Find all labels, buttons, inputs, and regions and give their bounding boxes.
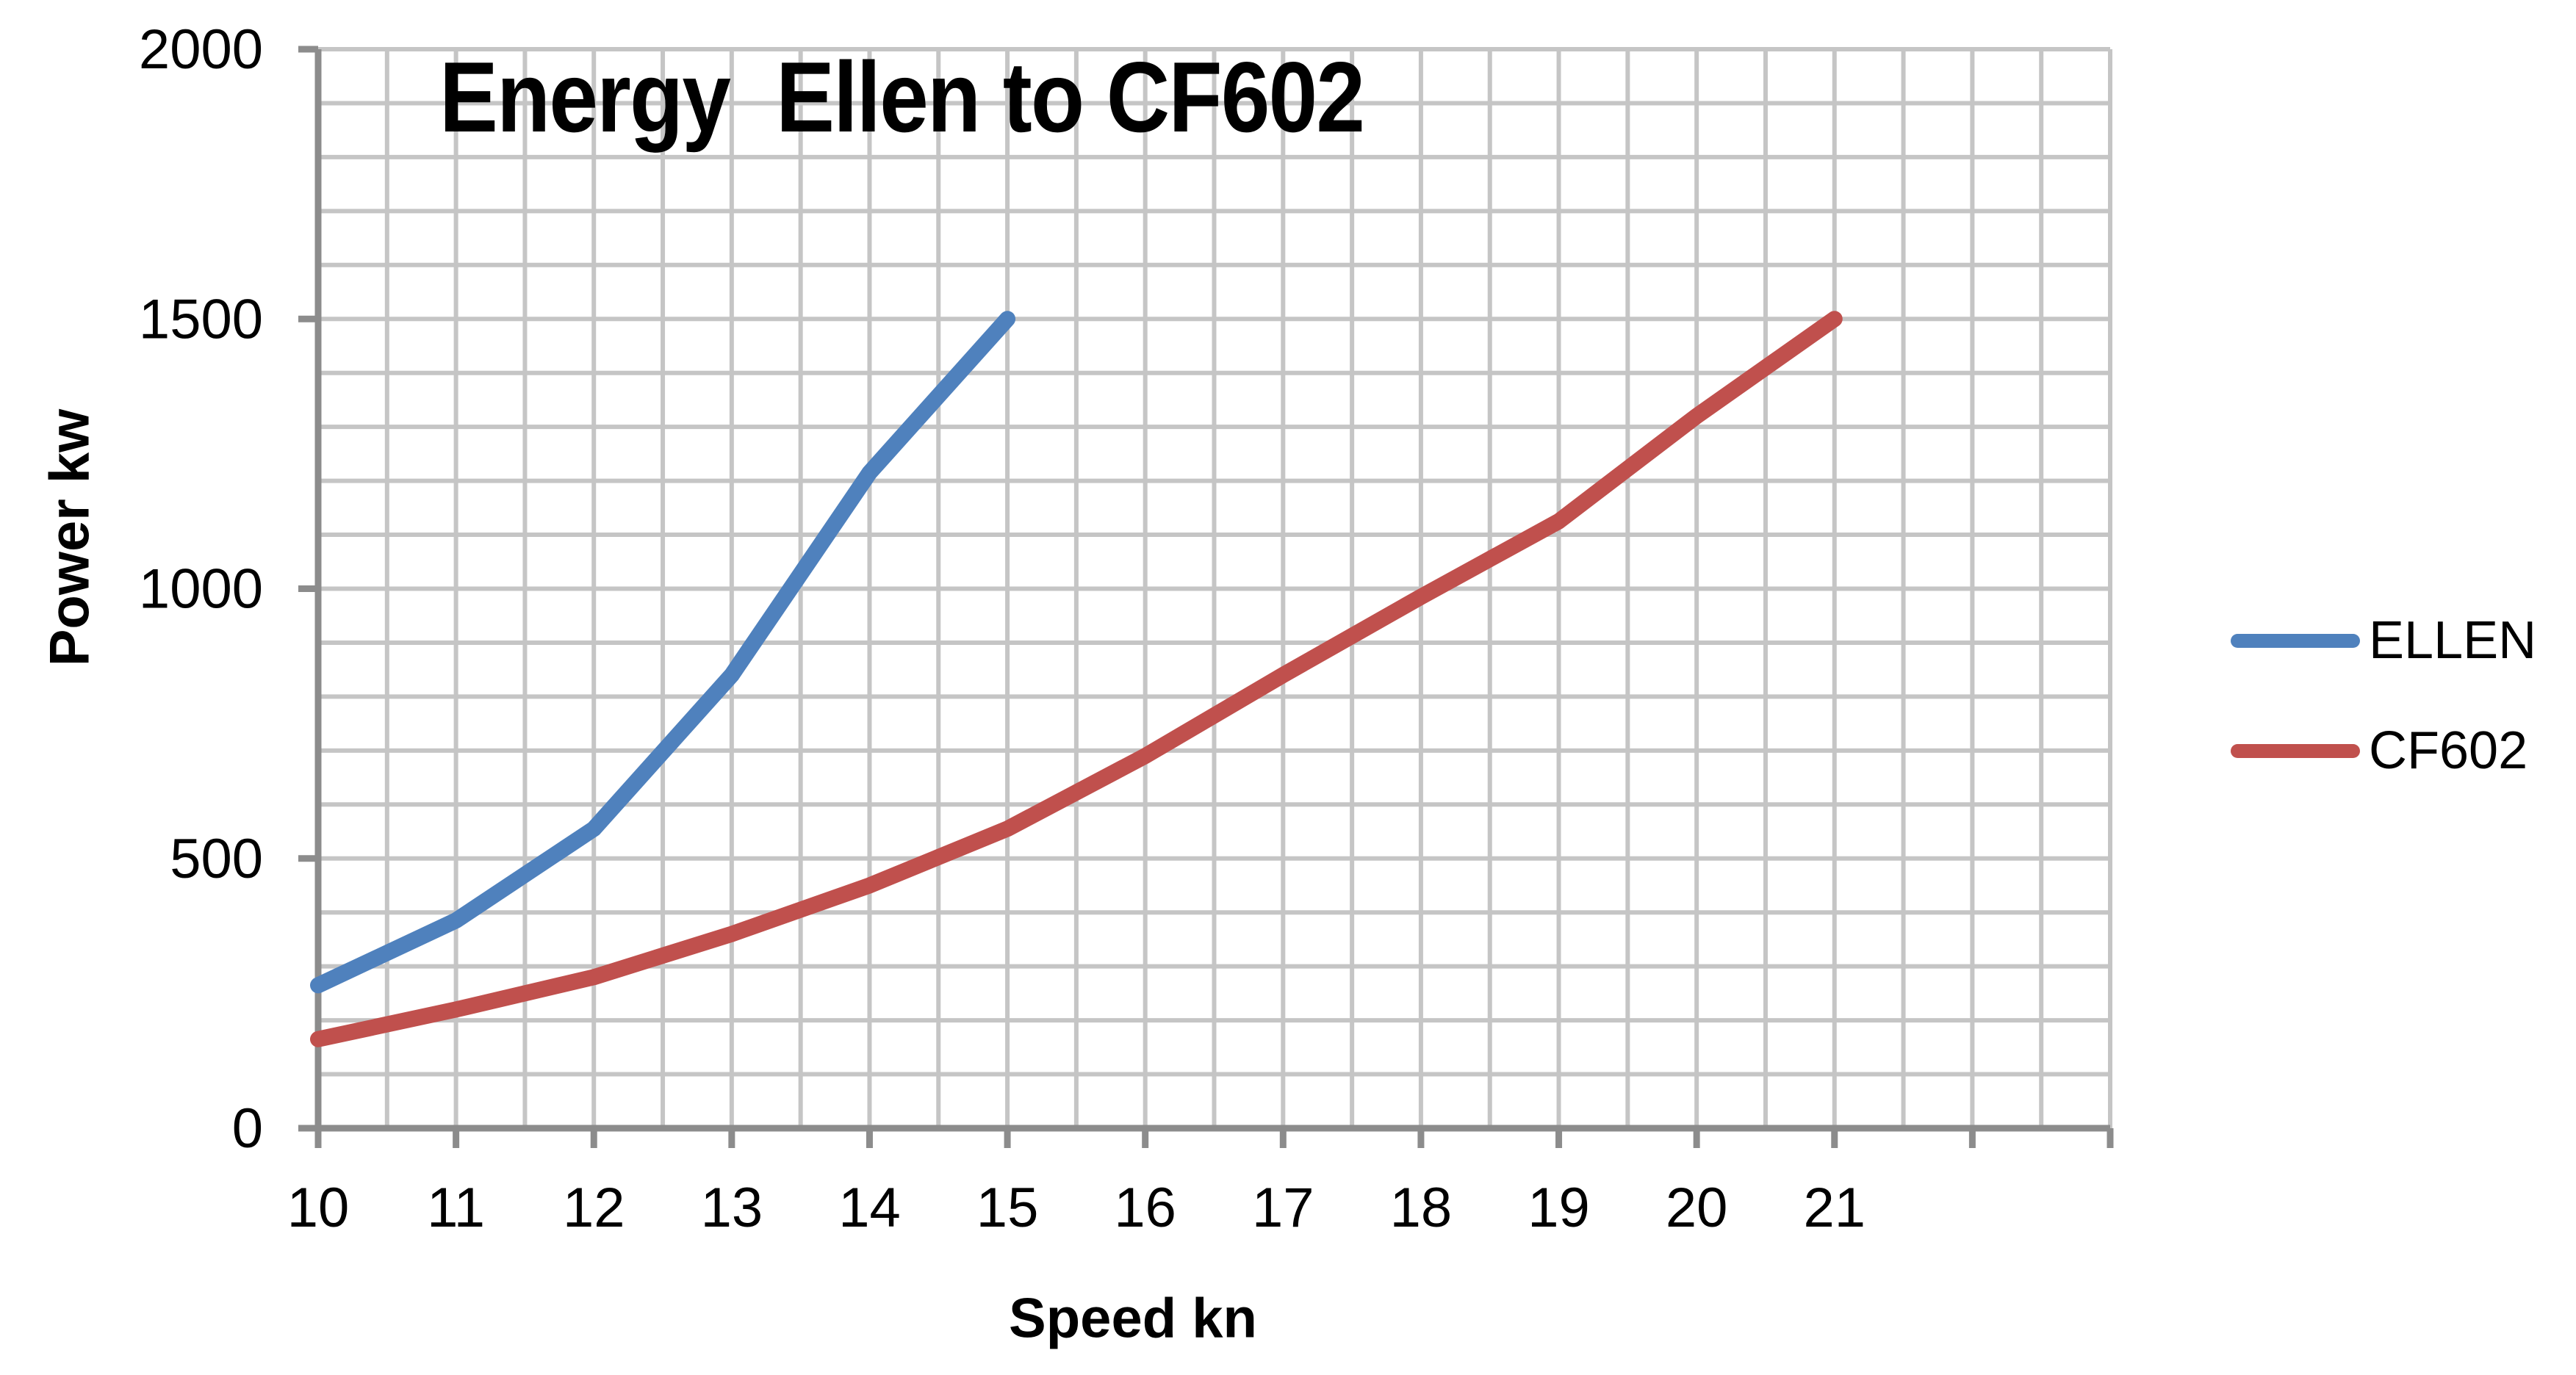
x-tick-label: 10 xyxy=(287,1177,350,1239)
x-tick-label: 19 xyxy=(1528,1177,1590,1239)
x-tick-label: 13 xyxy=(701,1177,763,1239)
y-tick-label: 0 xyxy=(232,1097,263,1160)
y-axis-title: Power kw xyxy=(38,408,101,667)
legend-line-swatch-ellen xyxy=(2231,633,2360,648)
series-line-cf602 xyxy=(310,311,1843,1047)
chart-title: Energy Ellen to CF602 xyxy=(439,41,1365,153)
x-tick-label: 16 xyxy=(1114,1177,1176,1239)
x-tick-label: 17 xyxy=(1252,1177,1314,1239)
x-tick-label: 21 xyxy=(1803,1177,1866,1239)
legend-label-ellen: ELLEN xyxy=(2369,611,2537,670)
y-tick-label: 2000 xyxy=(139,18,263,81)
series-lines xyxy=(310,311,1843,1047)
x-tick-label: 15 xyxy=(976,1177,1039,1239)
gridlines xyxy=(318,47,2112,1128)
x-tick-label: 12 xyxy=(563,1177,625,1239)
legend-entry-ellen: ELLEN xyxy=(2231,614,2536,667)
legend-entry-cf602: CF602 xyxy=(2231,724,2528,777)
x-tick-label: 20 xyxy=(1666,1177,1728,1239)
legend-label-cf602: CF602 xyxy=(2369,721,2528,780)
x-tick-label: 14 xyxy=(838,1177,901,1239)
series-line-ellen xyxy=(310,311,1016,994)
axis-ticks xyxy=(298,46,2114,1148)
axis-tick-labels: 10 11 12 13 14 15 16 17 18 19 20 21 0 500 1000 1500 2000 xyxy=(139,18,1866,1239)
x-tick-label: 11 xyxy=(427,1177,485,1239)
legend-line-swatch-cf602 xyxy=(2231,743,2360,758)
y-tick-label: 500 xyxy=(170,828,263,890)
y-tick-label: 1500 xyxy=(139,288,263,350)
x-axis-title: Speed kn xyxy=(1009,1287,1257,1350)
x-tick-label: 18 xyxy=(1390,1177,1453,1239)
y-tick-label: 1000 xyxy=(139,558,263,621)
